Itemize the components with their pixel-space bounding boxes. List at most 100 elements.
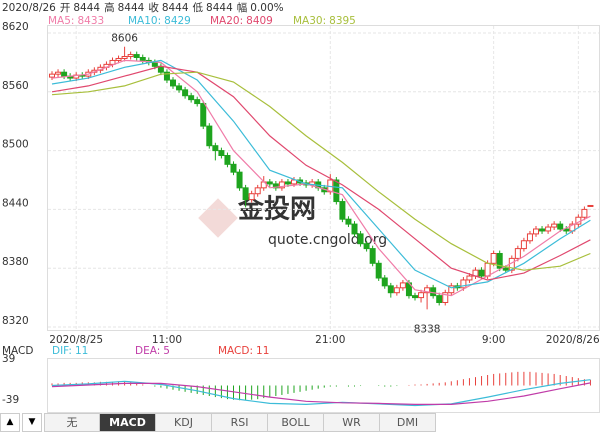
info-label: 收 [148,1,159,14]
candle-body [248,193,255,201]
legend-entry: MA5: 8433 [48,15,104,27]
candle-body [188,95,195,101]
info-value: 8444 [162,2,189,14]
candle-body [545,226,552,232]
candle-body [526,233,533,242]
indicator-tab[interactable]: BOLL [268,413,324,432]
legend-value: 5 [163,345,170,357]
x-tick-label: 2020/8/25 [49,334,103,346]
candle-body [412,295,418,299]
ma-line [51,59,591,289]
candle-body [151,61,158,67]
candle-body [339,201,346,220]
candle-body [291,179,297,185]
candle-body [182,89,189,97]
candle-body [139,57,146,61]
info-value: 8444 [118,2,145,14]
info-label: 低 [193,1,204,14]
legend-entry: MACD: 11 [218,345,269,357]
watermark: quote.cngold.org [268,232,387,248]
candle-body [176,85,183,91]
y-tick-label: 8620 [2,21,29,33]
indicator-tab[interactable]: 无 [44,413,100,432]
candle-body [436,295,443,304]
min-label: 8338 [414,323,441,335]
candle-body [278,181,285,189]
candle-body [369,248,376,264]
candle-body [49,73,55,78]
candle-body [224,155,231,165]
x-tick-label: 9:00 [482,334,506,346]
arrow-up[interactable]: ▲ [0,413,20,432]
legend-name: MA5: [48,15,74,27]
y-tick-label: 8500 [2,139,29,151]
candle-body [381,277,388,287]
legend-name: MACD: [218,345,253,357]
max-label: 8606 [111,33,138,45]
candle-body [363,243,370,250]
legend-name: MA20: [210,15,243,27]
ma-line [51,382,591,405]
chart: 2020/8/26 开 8444 高 8444 收 8444 低 8444 幅 0.00%金投网qu… [2,1,600,413]
candle-body [502,267,509,271]
info-line: 2020/8/26 开 8444 高 8444 收 8444 低 8444 幅 0.00% [2,1,284,14]
info-label: 幅 [237,1,248,14]
candle-body [520,240,527,250]
candle-body [460,279,467,289]
ma-line [51,65,591,281]
arrow-down[interactable]: ▼ [22,413,42,432]
legend-value: 8433 [77,15,104,27]
candle-body [357,233,364,245]
candle-body [206,125,213,147]
info-label: 开 [60,2,71,14]
indicator-tab[interactable]: MACD [100,413,156,432]
candle-body [284,181,291,185]
y-tick-label: 8380 [2,256,29,268]
candle-body [430,287,437,297]
plot-frame [47,25,600,331]
candle-body [448,285,455,294]
candle-body [424,287,431,294]
candle-body [557,223,564,230]
candle-body [375,262,382,279]
legend-value: 11 [75,345,88,357]
y-tick-label: 8440 [2,197,29,209]
candle-body [490,253,497,264]
indicator-tab[interactable]: WR [324,413,380,432]
info-label: 高 [104,1,115,14]
candle-body [55,71,62,75]
indicator-tab[interactable]: DMI [380,413,436,432]
info-value: 8444 [206,2,233,14]
y-tick-label: 8320 [2,315,29,327]
candle-body [393,287,400,294]
candle-body [551,223,558,228]
macd-frame [47,358,600,413]
candle-body [163,71,170,81]
indicator-tab[interactable]: KDJ [156,413,212,432]
legend-entry: MA10: 8429 [128,15,191,27]
y-tick-label: 39 [2,353,15,365]
candle-body [242,187,249,201]
legend-entry: MA20: 8409 [210,15,273,27]
candle-body [345,218,352,225]
candle-body [133,54,140,59]
candle-body [399,282,406,289]
candle-body [61,71,68,77]
macd-title: MACD [2,345,33,357]
candle-body [170,79,176,87]
legend-entry: DIF: 11 [52,345,88,357]
candle-body [466,275,473,281]
legend-value: 8395 [329,15,356,27]
candle-body [514,248,521,259]
candle-body [442,292,449,304]
candle-body [115,57,122,61]
info-value: 0.00% [250,2,283,14]
candle-body [478,269,485,277]
candle-body [266,181,273,185]
ma-line [51,71,591,271]
indicator-tab[interactable]: RSI [212,413,268,432]
candle-body [272,183,279,189]
candle-body [194,99,201,105]
legend-entry: DEA: 5 [135,345,170,357]
candle-body [218,150,225,157]
